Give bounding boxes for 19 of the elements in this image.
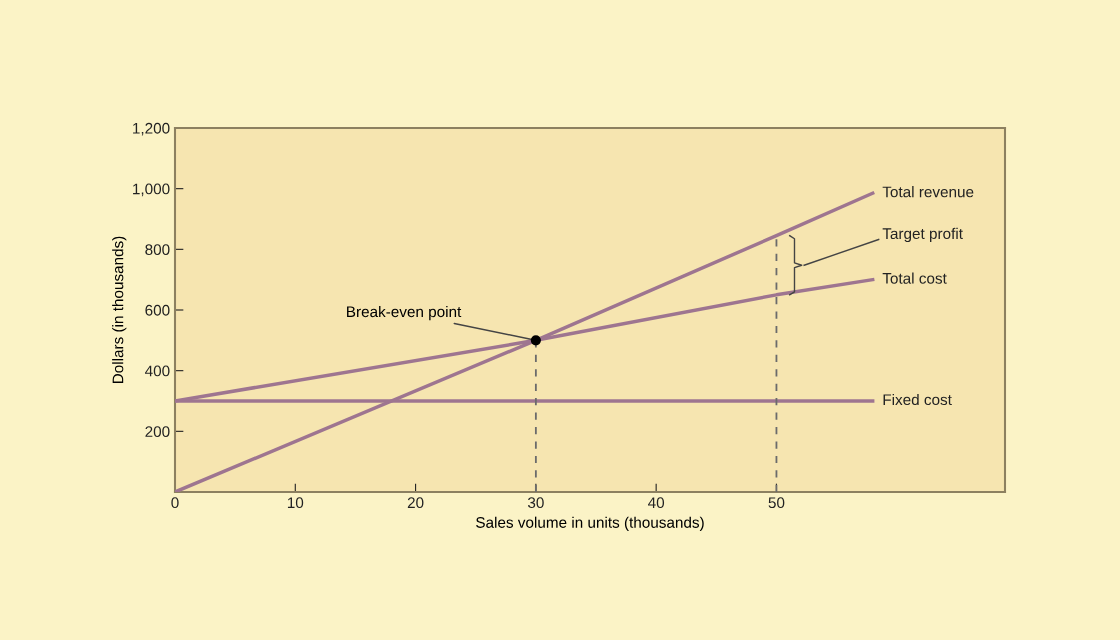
x-tick-label: 10 [287, 497, 304, 509]
series-label: Total revenue [882, 186, 974, 198]
y-tick-label: 1,000 [133, 183, 170, 197]
y-tick-label: 400 [145, 365, 170, 377]
annotation: Break-even point [347, 305, 462, 321]
series-label: Total cost [882, 272, 947, 284]
x-tick-label: 40 [648, 497, 665, 509]
x-tick-label: 50 [768, 497, 785, 509]
x-axis-title: Sales volume in units (thousands) [476, 516, 704, 531]
annotation: Target profit [882, 227, 963, 243]
y-tick-label: 1,200 [133, 122, 170, 136]
y-tick-label: 200 [145, 426, 170, 438]
y-axis-title: Dollars (in thousands) [112, 236, 127, 384]
y-tick-label: 800 [145, 244, 170, 256]
x-tick-label: 30 [527, 497, 544, 509]
y-tick-label: 600 [145, 304, 170, 316]
series-label: Fixed cost [883, 393, 952, 406]
x-tick-label: 0 [171, 497, 179, 509]
x-tick-label: 20 [407, 497, 424, 509]
